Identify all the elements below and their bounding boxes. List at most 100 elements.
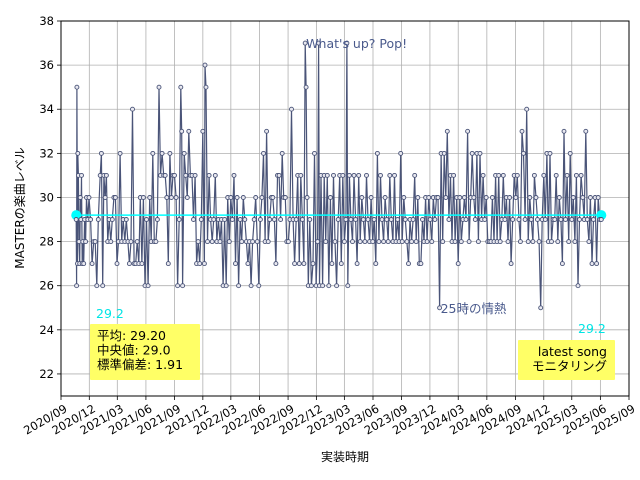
y-tick-label: 38 [39, 14, 54, 28]
data-point [74, 84, 80, 90]
data-point [270, 195, 276, 200]
data-point [153, 239, 159, 245]
data-point [261, 150, 266, 156]
data-point [205, 239, 210, 245]
data-point [356, 172, 362, 178]
data-point [587, 195, 593, 200]
data-point [126, 261, 132, 267]
data-point [95, 217, 101, 222]
data-point [418, 261, 424, 267]
data-point [547, 150, 553, 156]
data-point [310, 261, 316, 267]
y-tick-label: 30 [39, 190, 54, 204]
data-point [465, 128, 471, 134]
data-point [202, 62, 208, 68]
data-point [364, 172, 369, 178]
data-point [302, 40, 308, 46]
data-point [245, 261, 251, 267]
x-axis-title: 実装時期 [321, 449, 369, 464]
data-point [435, 195, 441, 200]
data-point [569, 217, 575, 222]
data-point [578, 172, 584, 178]
data-point [429, 239, 435, 245]
data-point [331, 172, 336, 178]
data-point [415, 195, 421, 200]
data-point [282, 195, 288, 200]
data-point [94, 283, 100, 289]
data-point [350, 239, 355, 245]
data-point [584, 217, 590, 222]
annotation-label: 25時の情熱 [441, 301, 507, 316]
latest-box [518, 340, 615, 380]
data-point [510, 217, 516, 222]
data-point [463, 217, 469, 222]
data-point [517, 239, 523, 245]
data-point [563, 217, 568, 222]
data-point [159, 150, 165, 156]
data-point [237, 217, 243, 222]
mean-left-label: 29.2 [96, 306, 124, 321]
data-point [256, 283, 262, 289]
y-tick-label: 36 [39, 58, 54, 72]
data-point [222, 217, 228, 222]
mean-line: 29.2 29.2 [71, 210, 607, 336]
data-point [500, 172, 506, 178]
data-point [583, 128, 589, 134]
data-point [555, 239, 561, 245]
y-axis-ticks: 22 24 26 28 30 32 34 36 38 [39, 14, 61, 381]
stats-box-line: 中央値: 29.0 [97, 343, 171, 358]
data-point [236, 283, 242, 289]
data-point [521, 150, 526, 156]
data-point [441, 150, 447, 156]
data-point [329, 261, 335, 267]
stats-box [90, 324, 200, 380]
data-point [292, 261, 298, 267]
data-points [73, 40, 604, 311]
data-point [254, 239, 260, 245]
data-point [586, 239, 592, 245]
data-point [570, 195, 576, 200]
data-point [168, 195, 174, 200]
data-point [172, 172, 177, 178]
data-point [452, 239, 458, 245]
data-point [365, 217, 371, 222]
data-point [362, 239, 368, 245]
data-point [351, 172, 357, 178]
data-point [458, 239, 464, 245]
data-point [179, 128, 185, 134]
data-point [553, 172, 559, 178]
data-point [497, 239, 503, 245]
data-point [413, 239, 419, 245]
data-point [83, 239, 89, 245]
data-point [88, 217, 94, 222]
data-point [200, 128, 206, 134]
data-point [496, 172, 502, 178]
data-point [178, 84, 184, 90]
data-point [558, 217, 564, 222]
y-tick-label: 26 [39, 279, 54, 293]
data-point [165, 261, 171, 267]
data-point [75, 150, 81, 156]
data-point [316, 40, 322, 46]
data-point [206, 172, 212, 178]
data-point [264, 128, 270, 134]
data-point [580, 195, 586, 200]
data-point [145, 283, 151, 289]
data-point [176, 217, 182, 222]
data-point [323, 239, 329, 245]
data-point [173, 195, 179, 200]
data-point [265, 239, 271, 245]
latest-box-line: latest song [538, 344, 607, 359]
data-point [183, 172, 189, 178]
data-point [483, 195, 489, 200]
data-point [217, 239, 223, 245]
data-point [248, 283, 254, 289]
data-point [398, 150, 404, 156]
data-point [541, 172, 547, 178]
data-point [385, 239, 391, 245]
data-point [175, 283, 181, 289]
data-point [123, 217, 129, 222]
y-tick-label: 22 [39, 367, 54, 381]
